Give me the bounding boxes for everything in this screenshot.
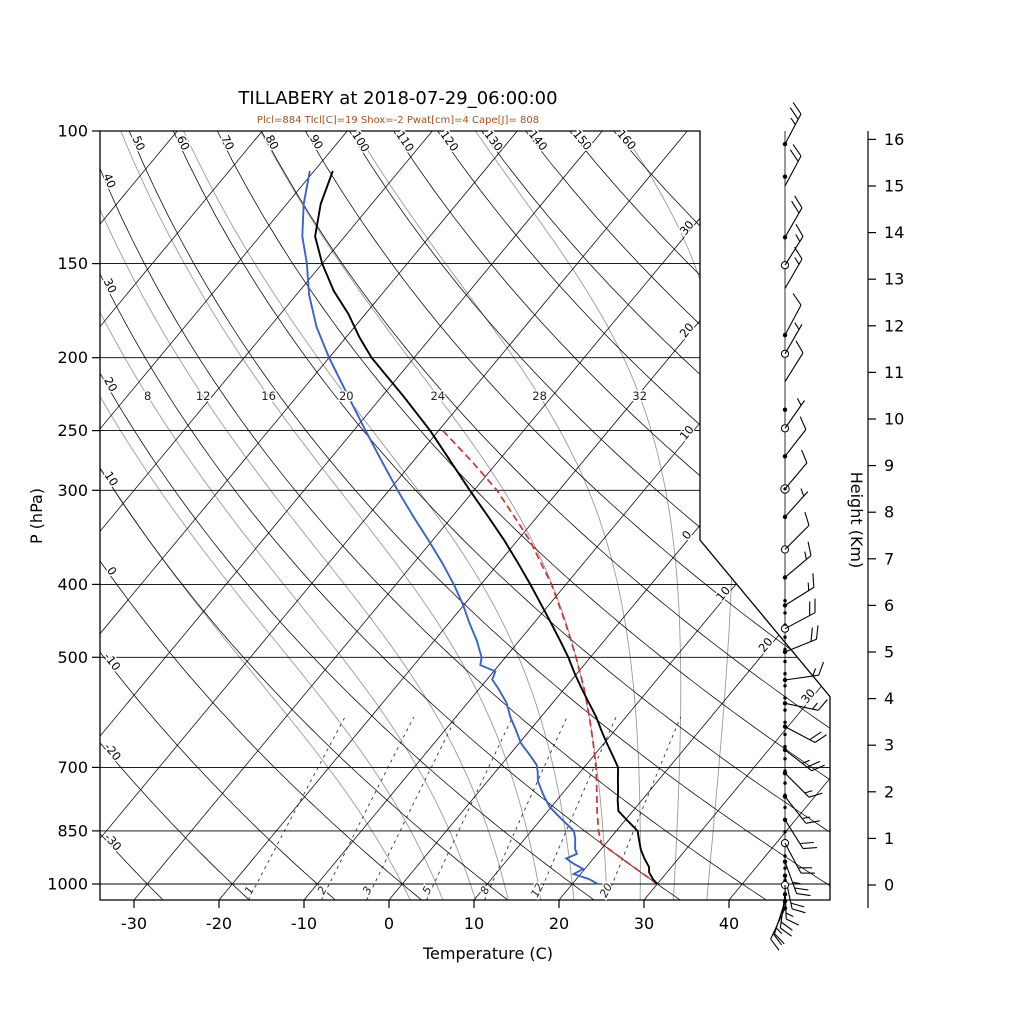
label: 10 [884,410,904,429]
label: 8 [884,503,894,522]
label: 100 [57,122,88,141]
label: 8 [144,389,151,403]
label: 24 [430,389,445,403]
height-axis-label: Height (Km) [847,472,866,569]
label: 1 [884,829,894,848]
label: 0 [884,876,894,895]
label: 20 [549,914,569,933]
label: 10 [464,914,484,933]
label: 2 [884,782,894,801]
isobars [100,131,830,885]
label: -30 [121,914,147,933]
profiles [301,170,659,885]
label: 9 [884,456,894,475]
chart-title: TILLABERY at 2018-07-29_06:00:00 [237,88,557,109]
temperature-axis-label: Temperature (C) [422,944,553,963]
label: 7 [884,549,894,568]
label: -10 [291,914,317,933]
label: 40 [719,914,739,933]
label: 20 [339,389,354,403]
label: 0 [384,914,394,933]
label: 11 [884,363,904,382]
label: 500 [57,648,88,667]
label: 16 [884,130,904,149]
label: 16 [261,389,276,403]
label: 32 [632,389,647,403]
plot-frame [99,130,831,901]
label: 14 [884,223,904,242]
label: 150 [57,254,88,273]
label: 4 [884,689,894,708]
pressure-axis: 100 150 200 250 300 400 500 700 850 1000 [47,122,100,894]
label: 300 [57,481,88,500]
label: 400 [57,575,88,594]
label: 28 [532,389,547,403]
label: 30 [634,914,654,933]
label: 6 [884,596,894,615]
temperature-curve [314,170,659,885]
pressure-axis-label: P (hPa) [27,488,46,544]
label: -20 [206,914,232,933]
label: 13 [884,270,904,289]
wind-barbs [770,102,828,951]
label: 12 [884,316,904,335]
temperature-axis: -30 -20 -10 0 10 20 30 40 [121,900,739,933]
label: 700 [57,758,88,777]
label: 15 [884,177,904,196]
label: 3 [884,736,894,755]
label: 850 [57,821,88,840]
label: 12 [196,389,211,403]
chart-subtitle: Plcl=884 Tlcl[C]=19 Shox=-2 Pwat[cm]=4 C… [257,115,539,126]
label: 5 [884,643,894,662]
dewpoint-curve [301,170,599,885]
label: 1000 [47,875,88,894]
label: 250 [57,421,88,440]
mixing-ratio-lines [248,716,682,900]
label: 200 [57,348,88,367]
parcel-curve [442,430,658,885]
